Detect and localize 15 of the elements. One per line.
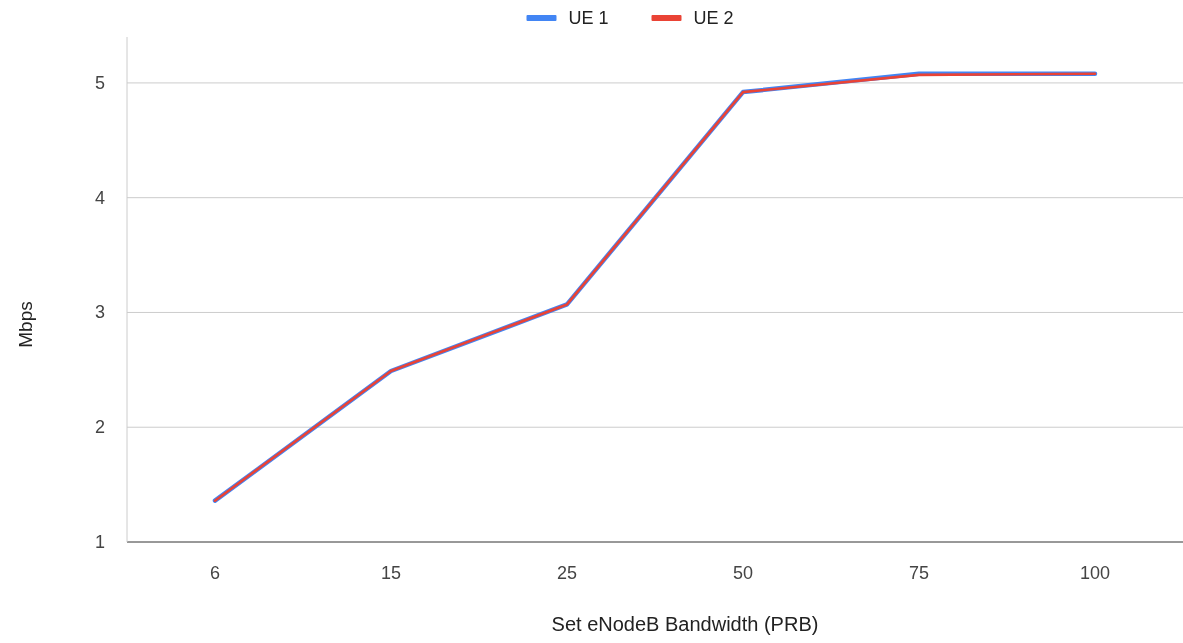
y-axis-title: Mbps: [14, 301, 36, 348]
legend-label: UE 2: [693, 8, 734, 28]
y-tick-label: 3: [94, 302, 105, 323]
y-tick-label: 4: [94, 187, 105, 208]
x-tick-label: 75: [908, 563, 930, 583]
legend-label: UE 1: [568, 8, 609, 28]
x-tick-label: 50: [732, 563, 754, 583]
x-tick-label: 15: [380, 563, 402, 583]
x-tick-label: 25: [556, 563, 578, 583]
x-tick-label: 6: [209, 563, 221, 583]
y-tick-label: 2: [94, 417, 105, 438]
y-tick-label: 5: [94, 72, 105, 93]
x-axis-title: Set eNodeB Bandwidth (PRB): [551, 613, 819, 635]
x-tick-label: 100: [1079, 563, 1111, 583]
y-tick-label: 1: [94, 532, 105, 552]
